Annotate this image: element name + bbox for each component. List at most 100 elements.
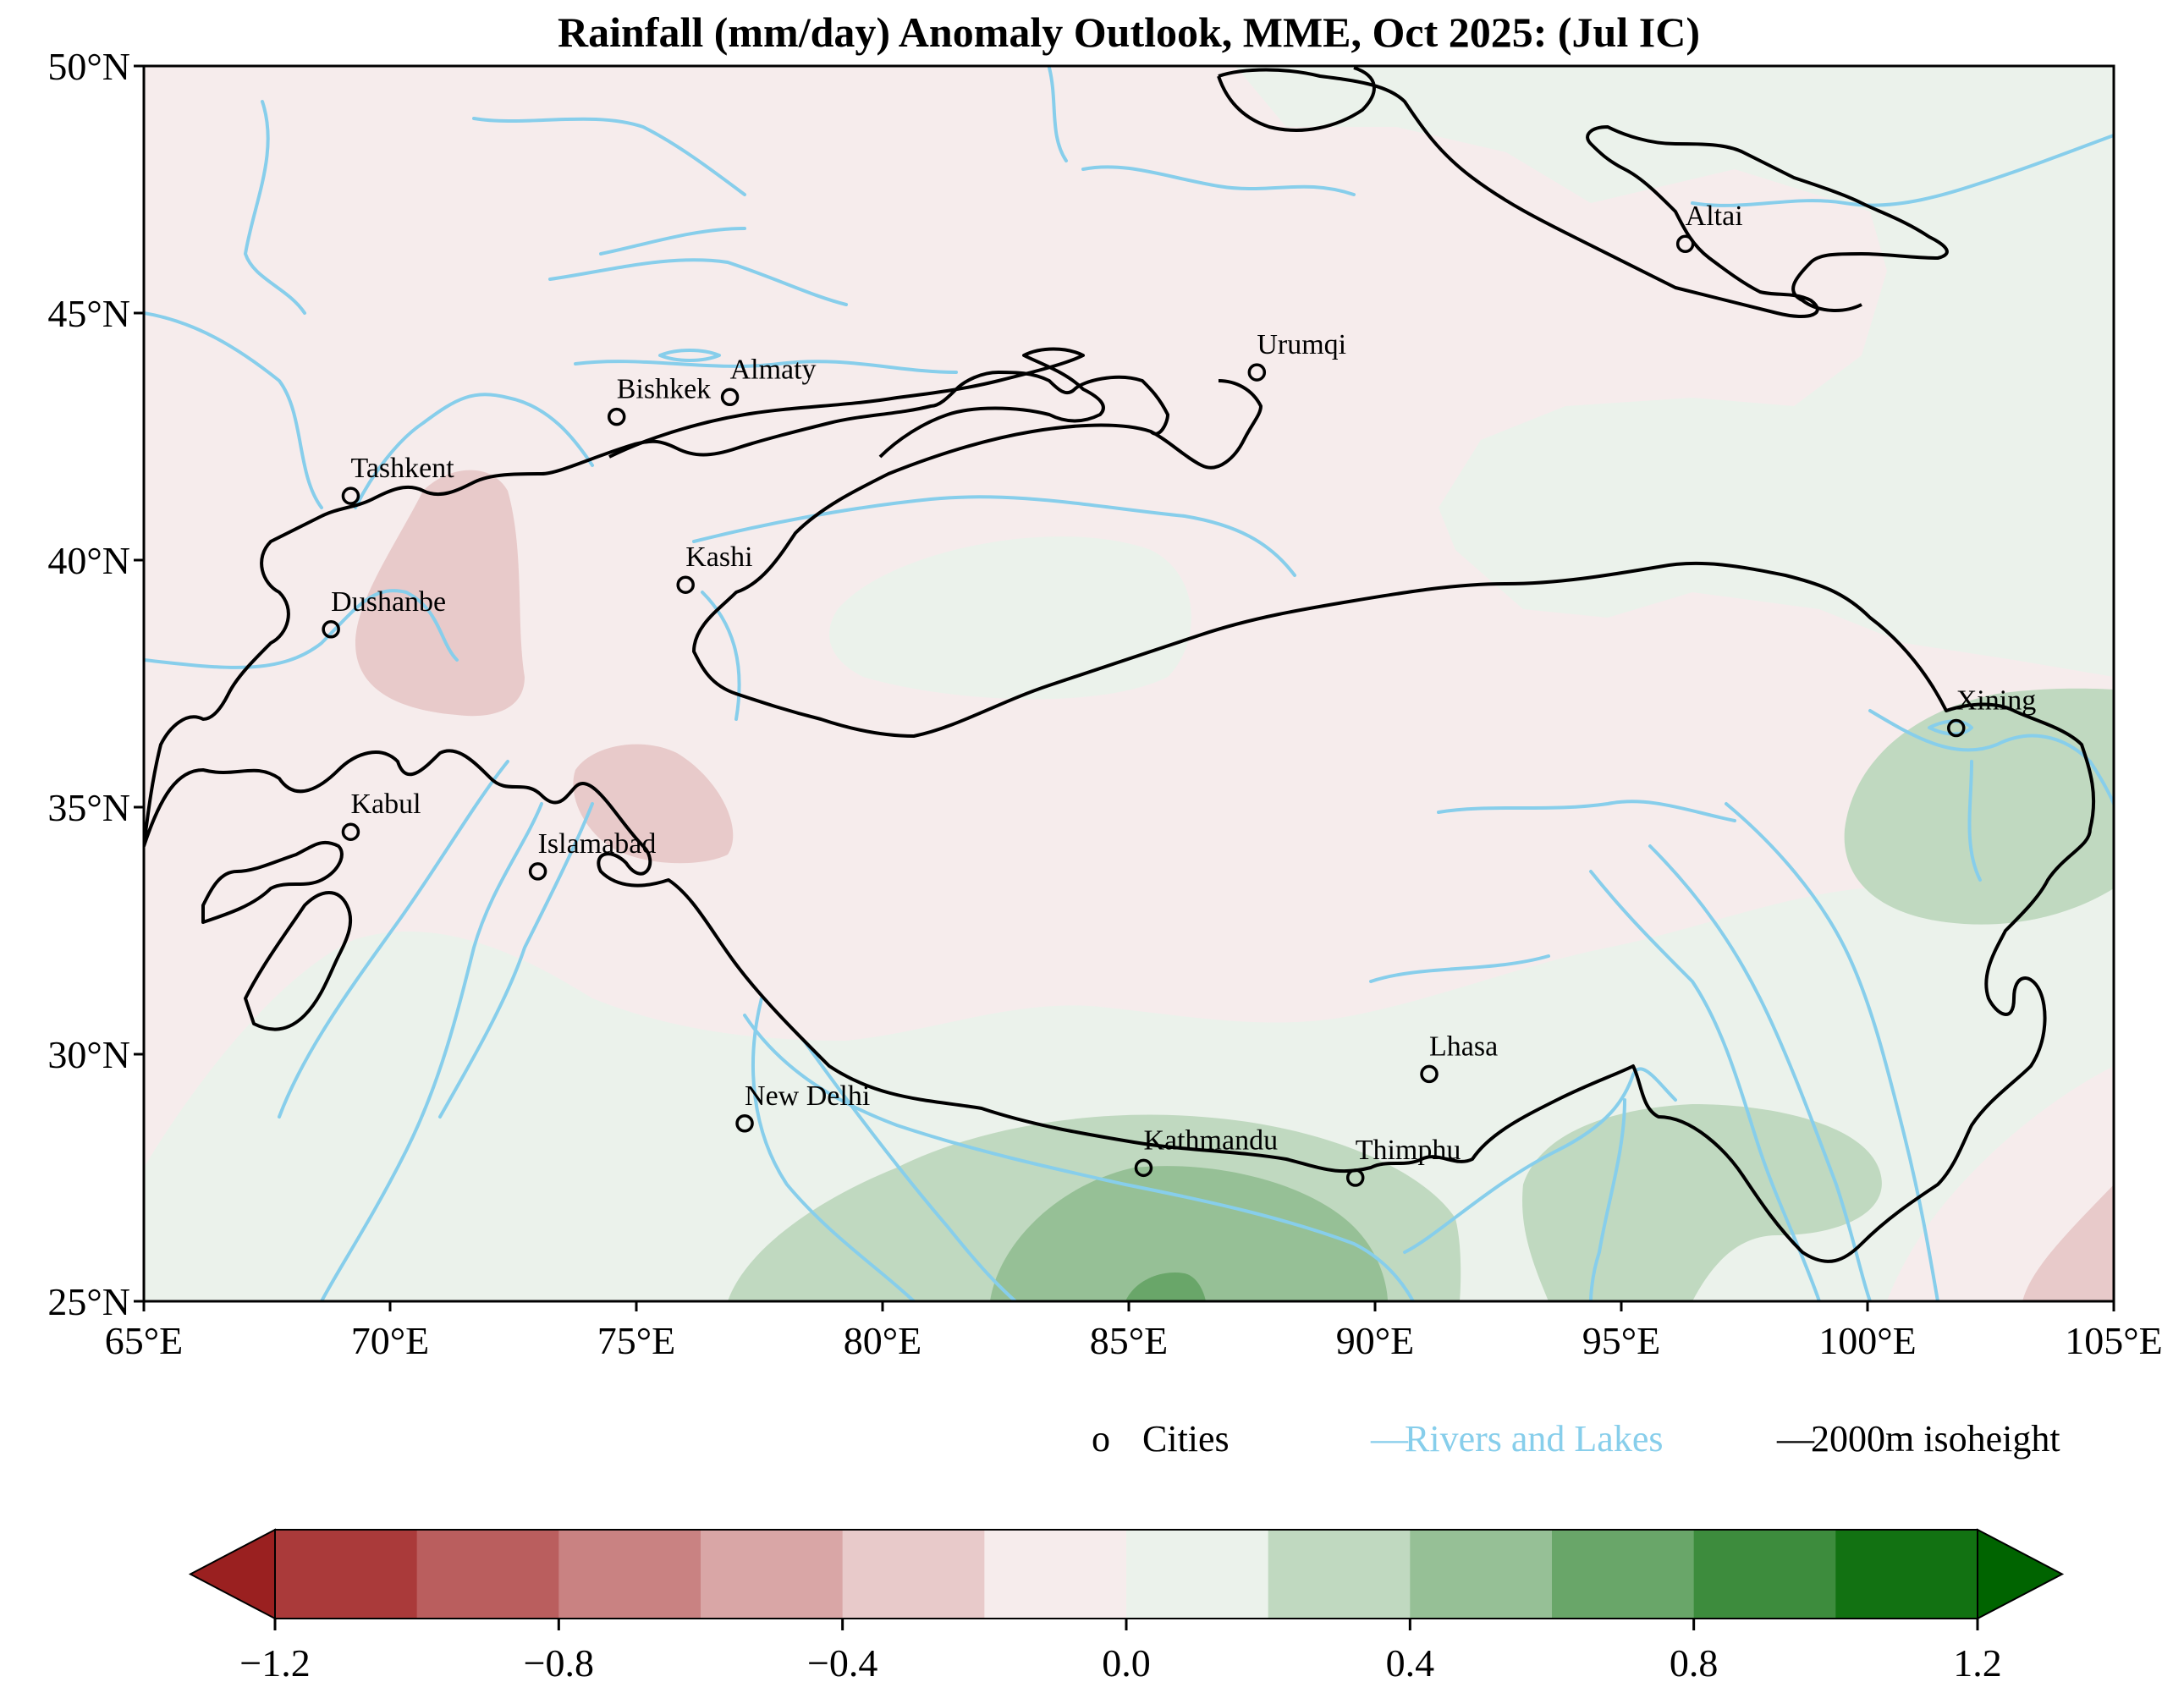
colorbar-extend-low [188,1528,276,1620]
river-tibet-2 [1369,954,1550,983]
river-amu-darya [144,589,459,669]
anomaly-pink-southeast [2022,1185,2114,1301]
colorbar-tick-label: −1.2 [239,1641,310,1685]
colorbar-segment [1268,1530,1411,1619]
city-marker [341,486,360,505]
city-label: Lhasa [1429,1031,1498,1062]
colorbar-tick-label: 0.0 [1102,1641,1151,1685]
lat-tick-label: 50°N [47,45,130,88]
city-label: Kashi [685,541,752,573]
lat-tick-label: 35°N [47,786,130,829]
city-label: Bishkek [617,374,711,405]
city-label: Altai [1686,201,1743,232]
lon-tick-label: 100°E [1818,1319,1917,1362]
river-yangtze [1725,802,1939,1301]
river-tarim [692,495,1296,577]
anomaly-pinkish-southeast-edge [1887,1075,2114,1301]
river-yellow [1868,709,2114,805]
river-indus-2 [278,760,509,1119]
isoheight-altai-loop [1217,66,1376,132]
city-marker [528,862,547,881]
river-northeast [1691,134,2114,207]
colorbar-segment [1552,1530,1695,1619]
colorbar-segment [416,1530,559,1619]
city-marker [1134,1158,1153,1178]
colorbar-extend-high [1977,1528,2065,1620]
legend-city-marker: o [1092,1418,1110,1459]
isoheight-inner-afghan-south [244,891,353,1031]
river-north-3 [1048,66,1068,162]
colorbar-segment [701,1530,844,1619]
city-label: Kathmandu [1143,1124,1278,1156]
city-label: Urumqi [1257,329,1346,360]
city-marker [1420,1064,1439,1084]
legend-rivers-line: — [1370,1418,1409,1459]
colorbar-segment [984,1530,1127,1619]
city-label: Dushanbe [331,586,446,618]
lon-tick-label: 75°E [597,1319,676,1362]
lat-tick-label: 40°N [47,539,130,582]
chart-title: Rainfall (mm/day) Anomaly Outlook, MME, … [558,8,1700,56]
isoheight-2000m [144,66,2096,1263]
river-tibet-1 [1437,800,1736,822]
colorbar-tick-label: 1.2 [1953,1641,2002,1685]
river-yellow-2 [1967,760,1982,882]
city-marker [676,575,695,594]
colorbar: −1.2 −0.8 −0.4 0.0 0.4 0.8 1.2 [188,1528,2065,1685]
legend-cities-label: Cities [1142,1418,1230,1459]
river-yamuna [751,997,916,1301]
river-ganges [743,1014,1415,1301]
colorbar-segment [1126,1530,1269,1619]
city-marker [1247,363,1267,382]
colorbar-segment [1410,1530,1553,1619]
anomaly-dark-green-core [1125,1273,1206,1301]
colorbar-tick-label: −0.4 [807,1641,877,1685]
isoheight-urumqi-branch [1150,379,1263,470]
anomaly-light-green-tarim [829,536,1191,700]
river-tarim-south [701,591,741,721]
city-label: Tashkent [350,453,454,484]
rivers-and-lakes [144,66,2114,1301]
anomaly-darker-green-bangladesh [990,1166,1388,1301]
city-marker [341,822,360,841]
city-label: Kabul [350,789,421,820]
lat-tick-label: 30°N [47,1033,130,1076]
city-marker [1947,718,1966,738]
colorbar-segment [558,1530,701,1619]
city-label: Thimphu [1356,1135,1461,1166]
river-northwest-1 [244,100,306,315]
legend-isoheight-line: — [1776,1418,1815,1459]
river-brahmaputra-2 [1589,1098,1626,1301]
colorbar-segment [842,1530,985,1619]
city-marker [322,620,340,639]
city-label: New Delhi [745,1080,870,1112]
legend-rivers-label: Rivers and Lakes [1405,1418,1663,1459]
lake-balkhash [599,227,746,256]
colorbar-tick-label: 0.8 [1670,1641,1719,1685]
isoheight-inner-kabul [201,840,344,924]
lon-tick-label: 105°E [2065,1319,2163,1362]
isoheight-tian-shan-north [608,347,1105,459]
river-northwest-2 [144,311,323,509]
river-jhelum [438,802,594,1119]
map-axes: 65°E 70°E 75°E 80°E 85°E 90°E 95°E 100°E 105°E 50… [47,45,2162,1362]
river-indus [320,802,543,1301]
lon-tick-label: 65°E [105,1319,184,1362]
river-syr-darya [354,393,594,509]
city-marker [1675,234,1695,253]
isoheight-main-plateau [144,371,2096,1263]
river-north-2 [548,258,848,306]
isoheight-altai-range [1218,68,1949,319]
lat-tick-label: 25°N [47,1280,130,1323]
map-legend: o Cities — Rivers and Lakes — 2000m isoh… [1092,1418,2060,1459]
lake-issyk-kul [658,349,721,362]
city-marker [720,388,740,407]
river-ganges-2 [802,1039,1017,1301]
river-mekong [1648,844,1872,1301]
river-brahmaputra [1403,1067,1677,1254]
anomaly-pink-tajik [355,470,525,717]
colorbar-segment [275,1530,418,1619]
lon-tick-label: 90°E [1336,1319,1415,1362]
city-marker [607,407,626,426]
